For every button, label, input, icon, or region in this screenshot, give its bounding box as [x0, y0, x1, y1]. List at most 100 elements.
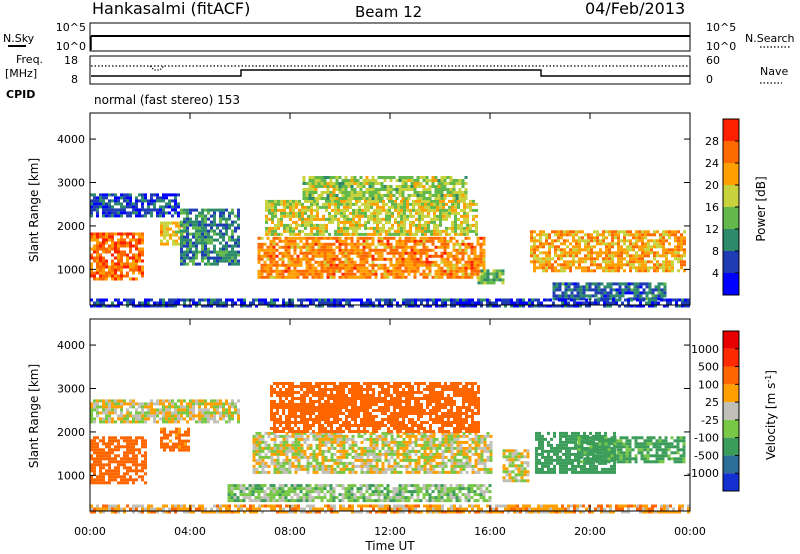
echo-cell: [378, 458, 382, 462]
echo-cell: [449, 191, 453, 194]
echo-cell: [311, 254, 315, 258]
echo-cell: [276, 458, 280, 462]
echo-cell: [315, 470, 319, 474]
echo-cell: [275, 272, 279, 276]
colorbar-swatch: [723, 229, 739, 251]
echo-cell: [252, 449, 256, 453]
echo-cell: [385, 211, 388, 215]
echo-cell: [363, 449, 367, 453]
echo-cell: [629, 260, 632, 264]
echo-cell: [336, 437, 340, 441]
echo-cell: [166, 442, 169, 446]
echo-cell: [599, 248, 602, 252]
echo-cell: [117, 199, 120, 203]
echo-cell: [363, 452, 367, 456]
echo-cell: [311, 263, 315, 267]
echo-cell: [257, 242, 261, 246]
echo-cell: [111, 451, 114, 455]
echo-cell: [377, 263, 381, 267]
echo-cell: [470, 242, 474, 246]
echo-cell: [216, 238, 219, 242]
echo-cell: [608, 266, 611, 270]
echo-cell: [273, 449, 277, 453]
echo-cell: [461, 263, 465, 267]
echo-cell: [401, 251, 405, 255]
echo-cell: [102, 472, 105, 476]
echo-cell: [299, 245, 303, 249]
echo-cell: [314, 239, 318, 243]
echo-cell: [374, 179, 378, 182]
echo-cell: [463, 226, 466, 230]
echo-cell: [371, 248, 375, 252]
echo-cell: [210, 220, 213, 224]
echo-cell: [411, 301, 414, 305]
echo-cell: [288, 461, 292, 465]
echo-cell: [370, 211, 373, 215]
echo-cell: [324, 449, 328, 453]
echo-cell: [530, 248, 533, 252]
echo-cell: [384, 301, 387, 305]
echo-cell: [419, 191, 423, 194]
echo-cell: [469, 208, 472, 212]
echo-cell: [446, 263, 450, 267]
echo-cell: [117, 442, 120, 446]
echo-cell: [138, 420, 141, 424]
echo-cell: [237, 211, 240, 215]
echo-cell: [358, 199, 361, 203]
echo-cell: [434, 179, 438, 182]
echo-cell: [351, 446, 355, 450]
echo-cell: [138, 463, 141, 467]
echo-cell: [108, 460, 111, 464]
echo-cell: [263, 242, 267, 246]
echo-cell: [326, 263, 330, 267]
echo-cell: [434, 269, 438, 273]
echo-cell: [305, 257, 309, 261]
echo-cell: [288, 434, 292, 438]
echo-cell: [545, 254, 548, 258]
echo-cell: [428, 194, 432, 197]
echo-cell: [662, 251, 665, 255]
echo-cell: [162, 199, 165, 203]
echo-cell: [132, 454, 135, 458]
echo-cell: [129, 457, 132, 461]
echo-cell: [455, 197, 459, 200]
echo-cell: [204, 232, 207, 236]
echo-cell: [270, 446, 274, 450]
echo-cell: [267, 446, 271, 450]
echo-cell: [383, 248, 387, 252]
echo-cell: [108, 405, 111, 409]
echo-cell: [648, 288, 652, 292]
echo-cell: [102, 457, 105, 461]
echo-cell: [348, 467, 352, 471]
echo-cell: [479, 251, 483, 255]
echo-cell: [618, 304, 621, 308]
echo-cell: [590, 269, 593, 273]
echo-cell: [168, 211, 171, 215]
echo-cell: [270, 458, 274, 462]
echo-cell: [144, 417, 147, 421]
echo-cell: [542, 263, 545, 267]
echo-cell: [114, 472, 117, 476]
echo-cell: [295, 205, 298, 209]
echo-cell: [602, 239, 605, 243]
echo-cell: [368, 197, 372, 200]
echo-cell: [183, 259, 186, 263]
echo-cell: [132, 442, 135, 446]
echo-cell: [222, 253, 225, 257]
echo-cell: [169, 227, 172, 231]
echo-cell: [123, 478, 126, 482]
echo-cell: [386, 236, 390, 240]
echo-cell: [452, 179, 456, 182]
echo-cell: [102, 399, 105, 403]
echo-cell: [231, 414, 234, 418]
echo-cell: [327, 464, 331, 468]
echo-cell: [410, 257, 414, 261]
echo-cell: [102, 411, 105, 415]
echo-cell: [314, 251, 318, 255]
echo-cell: [204, 399, 207, 403]
echo-cell: [375, 464, 379, 468]
echo-cell: [135, 238, 138, 242]
echo-cell: [475, 232, 478, 236]
echo-cell: [347, 242, 351, 246]
echo-cell: [345, 464, 349, 468]
